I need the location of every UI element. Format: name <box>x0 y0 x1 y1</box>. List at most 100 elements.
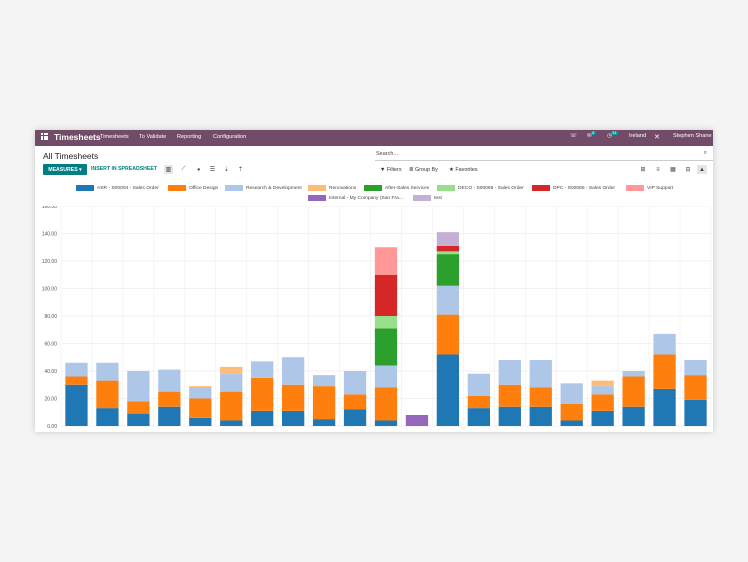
bar-segment <box>653 388 676 426</box>
company-switcher[interactable]: Ireland <box>629 133 647 139</box>
bar-segment <box>467 373 490 396</box>
pivot-view-icon[interactable]: ⊟ <box>685 167 691 173</box>
y-tick-label: 0.00 <box>47 424 57 430</box>
chat-badge: 8 <box>590 131 596 135</box>
menu-to-validate[interactable]: To Validate <box>139 134 167 140</box>
kanban-view-icon[interactable]: ⊞ <box>640 167 646 173</box>
bar-segment <box>251 410 274 426</box>
y-tick-label: 100.00 <box>42 286 58 292</box>
star-icon: ★ <box>449 167 456 173</box>
bar-segment <box>220 373 243 392</box>
bar-segment <box>282 410 305 426</box>
sort-ascending-icon[interactable]: ⇡ <box>237 167 244 173</box>
measures-button[interactable]: MEASURES ▾ <box>43 164 87 175</box>
legend-label: VIP Support <box>647 185 674 191</box>
bar-segment <box>467 395 490 409</box>
filters-button[interactable]: ▼ Filters <box>380 167 402 173</box>
bar-segment <box>158 369 181 392</box>
bar-segment <box>343 394 367 410</box>
legend-label: ASR - S00004 - Sales Order <box>97 185 159 191</box>
filter-icon: ▼ <box>380 167 387 173</box>
legend-swatch <box>532 185 550 191</box>
legend-item[interactable]: VIP Support <box>626 185 673 191</box>
bar-segment <box>498 384 521 407</box>
legend-label: DPC - S00065 - Sales Order <box>553 185 615 191</box>
graph-view-icon[interactable]: ▲ <box>697 165 707 174</box>
bar-segment <box>282 384 305 411</box>
legend-swatch <box>308 195 326 201</box>
legend-item[interactable]: ASR - S00004 - Sales Order <box>76 185 159 191</box>
bar-segment <box>220 420 243 426</box>
y-tick-label: 60.00 <box>44 341 57 347</box>
bar-segment <box>189 398 212 418</box>
y-tick-label: 40.00 <box>44 369 57 375</box>
groupby-label: Group By <box>415 167 438 173</box>
list-view-icon[interactable]: ≡ <box>656 166 660 173</box>
legend-swatch <box>437 185 455 191</box>
bar-segment <box>374 316 398 329</box>
sort-descending-icon[interactable]: ⇣ <box>223 167 230 173</box>
legend-item[interactable]: Internal - My Company (San Fra... <box>308 195 403 201</box>
legend-label: Research & Development <box>246 185 302 191</box>
menu-configuration[interactable]: Configuration <box>213 134 247 140</box>
groupby-button[interactable]: ≣ Group By <box>409 167 438 173</box>
pie-chart-icon[interactable]: ◕ <box>196 166 201 173</box>
grid-view-icon[interactable]: ▦ <box>670 167 676 173</box>
bar-segment <box>220 391 243 421</box>
bar-segment <box>251 361 274 378</box>
activity-badge: 24 <box>610 131 618 135</box>
bar-segment <box>653 354 676 389</box>
stacked-icon[interactable]: ☰ <box>209 167 216 173</box>
bar-segment <box>498 406 521 426</box>
bar-segment <box>374 365 398 388</box>
layers-icon: ≣ <box>409 167 416 173</box>
bar-segment <box>374 328 398 366</box>
legend-item[interactable]: DPC - S00065 - Sales Order <box>532 185 615 191</box>
clock-icon: ◷ <box>607 133 612 139</box>
activity-button[interactable]: ◷ 24 <box>607 131 618 139</box>
legend-label: After-Sales Services <box>385 185 430 191</box>
user-menu[interactable]: Stephen Shane <box>673 133 712 139</box>
bar-segment <box>189 417 212 426</box>
legend-item[interactable]: After-Sales Services <box>364 185 429 191</box>
legend-swatch <box>168 185 186 191</box>
bar-chart-icon[interactable]: ▥ <box>164 165 173 174</box>
tools-icon[interactable]: ✕ <box>654 134 660 141</box>
bar-segment <box>312 419 336 426</box>
search-input[interactable]: Search... ⌕ <box>375 150 713 161</box>
bar-segment <box>189 386 212 388</box>
timesheets-window: Timesheets Timesheets To Validate Report… <box>35 130 713 432</box>
apps-menu-icon[interactable] <box>41 133 48 140</box>
menu-reporting[interactable]: Reporting <box>177 134 202 140</box>
legend-swatch <box>308 185 326 191</box>
bar-segment <box>622 376 645 407</box>
insert-in-spreadsheet-button[interactable]: INSERT IN SPREADSHEET <box>91 166 158 172</box>
favorites-button[interactable]: ★ Favorites <box>449 167 478 173</box>
legend-item[interactable]: DECO - S00066 - Sales Order <box>437 185 524 191</box>
legend-item[interactable]: Renovations <box>308 185 356 191</box>
bar-segment <box>560 404 583 421</box>
bar-segment <box>467 408 490 426</box>
legend-item[interactable]: Office Design <box>168 185 218 191</box>
line-chart-icon[interactable]: ⟋ <box>181 166 186 172</box>
legend-item[interactable]: test <box>413 195 442 201</box>
bar-segment <box>498 360 521 385</box>
chart-legend: ASR - S00004 - Sales Order Office Design R… <box>35 184 713 206</box>
bar-segment <box>591 410 614 426</box>
bar-segment <box>684 375 707 400</box>
chat-button[interactable]: ✉ 8 <box>587 131 596 139</box>
legend-swatch <box>225 185 243 191</box>
phone-icon[interactable]: ☏ <box>570 133 577 139</box>
bar-segment <box>127 401 150 414</box>
y-tick-label: 160.00 <box>42 206 58 210</box>
bar-segment <box>529 406 552 426</box>
search-icon[interactable]: ⌕ <box>703 150 707 156</box>
bar-segment <box>653 333 676 355</box>
bar-segment <box>529 360 552 388</box>
menu-timesheets[interactable]: Timesheets <box>100 134 129 140</box>
bar-segment <box>65 376 88 385</box>
bar-segment <box>374 387 398 421</box>
legend-item[interactable]: Research & Development <box>225 185 302 191</box>
bar-segment <box>560 420 583 426</box>
bar-segment <box>189 387 212 399</box>
